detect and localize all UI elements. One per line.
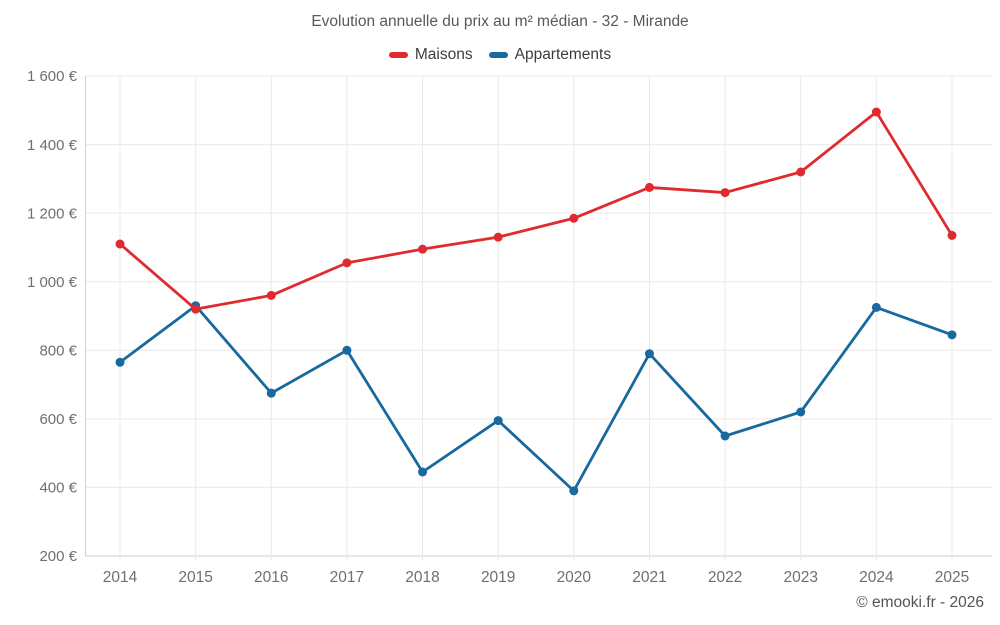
data-point-appartements-2023 — [796, 407, 806, 417]
x-axis-tick-label: 2020 — [557, 569, 592, 586]
data-point-maisons-2019 — [493, 232, 503, 242]
data-point-maisons-2024 — [871, 107, 881, 117]
y-axis-tick-label: 1 000 € — [27, 274, 78, 291]
x-axis-tick-label: 2018 — [405, 569, 439, 586]
series-line-maisons — [118, 110, 954, 311]
data-point-maisons-2020 — [569, 213, 579, 223]
data-point-appartements-2024 — [871, 302, 881, 312]
x-axis-tick-label: 2024 — [859, 569, 894, 586]
y-axis-tick-label: 1 200 € — [27, 205, 78, 222]
x-axis-tick-label: 2015 — [178, 569, 212, 586]
y-axis-tick-label: 400 € — [39, 480, 77, 497]
data-point-maisons-2017 — [342, 258, 352, 268]
data-point-maisons-2014 — [115, 239, 125, 249]
x-axis-tick-label: 2025 — [935, 569, 969, 586]
data-point-appartements-2022 — [720, 431, 730, 441]
data-point-appartements-2019 — [493, 416, 503, 426]
copyright-text: © emooki.fr - 2026 — [856, 594, 984, 611]
data-point-maisons-2023 — [796, 167, 806, 177]
y-axis-tick-label: 1 400 € — [27, 137, 78, 154]
legend-label: Maisons — [414, 46, 473, 63]
x-axis-tick-label: 2016 — [254, 569, 288, 586]
data-point-maisons-2025 — [947, 230, 957, 240]
data-point-appartements-2020 — [569, 486, 579, 496]
x-axis-tick-label: 2023 — [783, 569, 817, 586]
legend-swatch-maisons — [388, 52, 408, 58]
legend-swatch-appartements — [488, 52, 508, 58]
y-axis-tick-label: 1 600 € — [27, 68, 78, 85]
x-axis-tick-label: 2019 — [481, 569, 515, 586]
series-line-appartements — [118, 304, 954, 493]
y-axis-tick-label: 800 € — [39, 342, 77, 359]
chart-legend: Maisons Appartements — [0, 46, 1000, 64]
data-point-maisons-2021 — [644, 182, 654, 192]
data-point-maisons-2022 — [720, 188, 730, 198]
x-axis-tick-label: 2022 — [708, 569, 742, 586]
data-point-appartements-2016 — [266, 388, 276, 398]
data-point-appartements-2025 — [947, 330, 957, 340]
chart-title: Evolution annuelle du prix au m² médian … — [311, 13, 689, 30]
data-point-appartements-2018 — [418, 467, 428, 477]
legend-label: Appartements — [514, 46, 612, 63]
y-axis-tick-label: 200 € — [39, 548, 77, 565]
data-point-appartements-2021 — [644, 349, 654, 359]
data-point-maisons-2015 — [191, 304, 201, 314]
legend-item-appartements: Appartements — [488, 46, 612, 64]
x-axis-tick-label: 2021 — [632, 569, 666, 586]
x-axis-tick-label: 2014 — [103, 569, 138, 586]
data-point-appartements-2014 — [115, 357, 125, 367]
legend-item-maisons: Maisons — [388, 46, 473, 64]
data-point-appartements-2017 — [342, 345, 352, 355]
data-point-maisons-2018 — [418, 244, 428, 254]
x-axis-tick-label: 2017 — [330, 569, 364, 586]
y-axis-tick-label: 600 € — [39, 411, 77, 428]
data-point-maisons-2016 — [266, 290, 276, 300]
